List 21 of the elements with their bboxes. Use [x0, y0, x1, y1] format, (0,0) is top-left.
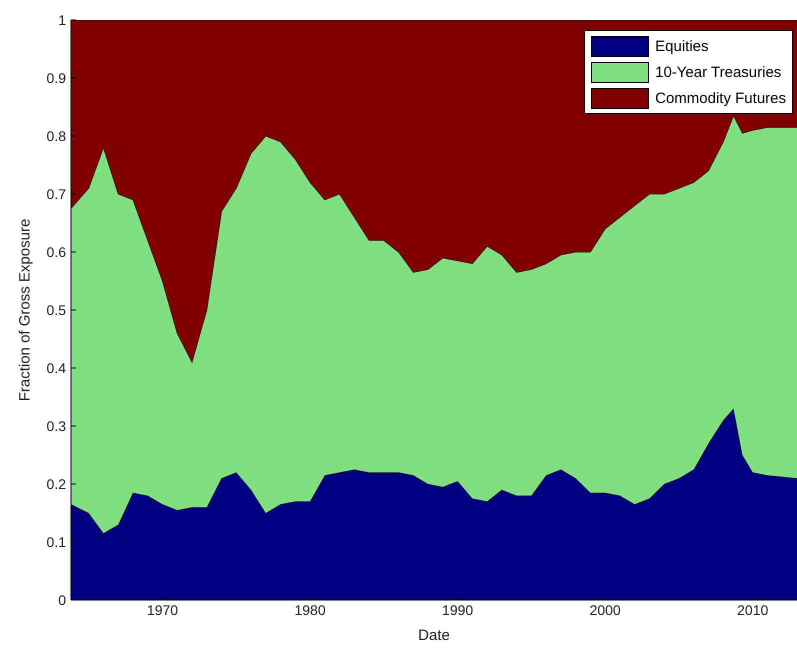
y-tick-label: 0.2 — [46, 476, 66, 492]
x-tick-label: 2000 — [590, 602, 621, 618]
y-tick-label: 0.6 — [46, 244, 66, 260]
x-tick-label: 1970 — [146, 602, 178, 618]
y-tick-label: 0.3 — [46, 418, 66, 434]
y-tick-label: 0.8 — [46, 128, 66, 144]
y-axis-title: Fraction of Gross Exposure — [16, 218, 34, 402]
x-tick-label: 2010 — [737, 602, 769, 618]
y-tick-label: 0 — [58, 592, 66, 608]
legend-label: Equities — [655, 38, 708, 54]
y-tick-label: 0.7 — [46, 186, 66, 202]
y-tick-label: 1 — [58, 12, 66, 28]
y-tick-label: 0.4 — [46, 360, 66, 376]
y-tick-label: 0.5 — [46, 302, 66, 318]
x-axis-title: Date — [418, 627, 450, 644]
legend-label: 10-Year Treasuries — [655, 64, 782, 80]
y-tick-label: 0.9 — [46, 70, 66, 86]
x-tick-label: 1980 — [294, 602, 326, 618]
x-tick-label: 1990 — [442, 602, 474, 618]
y-tick-label: 0.1 — [46, 534, 66, 550]
series-label: Commodity Futures — [655, 90, 786, 106]
